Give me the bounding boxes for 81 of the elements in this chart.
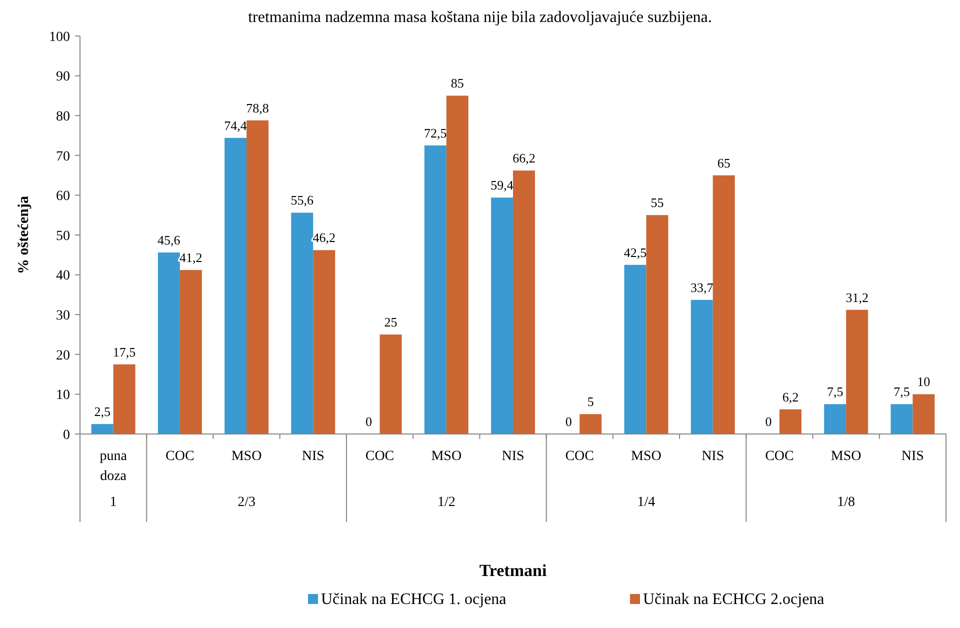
data-label: 7,5 xyxy=(894,384,910,400)
bar xyxy=(824,404,846,434)
data-label: 7,5 xyxy=(826,384,844,400)
bar xyxy=(491,198,513,434)
data-label: 42,5 xyxy=(624,244,647,260)
bar xyxy=(380,334,402,434)
bar xyxy=(313,250,336,434)
data-label: 17,5 xyxy=(112,344,136,360)
y-tick-label: 20 xyxy=(56,348,70,364)
data-label: 66,2 xyxy=(512,150,536,166)
x-tick-label: NIS xyxy=(502,449,524,464)
data-label: 0 xyxy=(366,414,372,429)
bar xyxy=(890,404,913,434)
x-tick-label: COC xyxy=(765,449,794,464)
y-tick-label: 0 xyxy=(63,428,70,443)
data-label: 31,2 xyxy=(846,290,868,305)
y-tick-label: 90 xyxy=(56,70,70,85)
y-tick-label: 80 xyxy=(56,110,70,124)
bar xyxy=(91,424,114,434)
data-label: 0 xyxy=(565,414,572,429)
data-label: 25 xyxy=(384,314,398,330)
bar xyxy=(224,138,247,434)
text: 1/2 xyxy=(437,495,456,510)
y-tick-label: 100 xyxy=(49,30,70,45)
x-tick-label: MSO xyxy=(431,449,462,464)
y-tick-label: 10 xyxy=(56,388,70,404)
text: 2/3 xyxy=(238,495,256,510)
bar xyxy=(624,264,646,434)
data-label: 78,8 xyxy=(246,100,269,116)
bar xyxy=(846,310,868,434)
data-label: 46,2 xyxy=(312,230,336,246)
data-label: 55,6 xyxy=(290,192,314,208)
bar xyxy=(158,252,180,434)
x-tick-label: MSO xyxy=(830,449,862,464)
text: tretmanima nadzemna masa koštana nije bila zadovoljavajuće suzbijena. xyxy=(248,9,712,26)
x-axis-title: Tretmani xyxy=(479,561,547,580)
data-label: 85 xyxy=(450,76,464,91)
bar xyxy=(690,300,713,434)
y-tick-label: 30 xyxy=(56,308,70,324)
bar xyxy=(646,215,668,434)
x-tick-label: COC xyxy=(166,449,194,464)
bar xyxy=(912,394,935,434)
data-label: 10 xyxy=(917,374,930,390)
bar xyxy=(291,212,314,434)
bar xyxy=(246,120,269,434)
x-tick-label: COC xyxy=(365,449,394,464)
y-tick-label: 40 xyxy=(56,268,70,284)
bar xyxy=(779,409,802,434)
bar xyxy=(580,414,602,434)
data-label: 2,5 xyxy=(94,404,110,420)
y-tick-label: 50 xyxy=(56,228,70,244)
x-tick-label: MSO xyxy=(631,449,662,464)
legend-label: Učinak na ECHCG 2.ocjena xyxy=(643,591,824,608)
bar xyxy=(513,170,535,434)
data-label: 0 xyxy=(765,414,772,429)
y-tick-label: 70 xyxy=(56,149,70,164)
text: 1 xyxy=(110,495,117,510)
data-label: 33,7 xyxy=(690,280,714,295)
data-label: 5 xyxy=(587,394,594,410)
data-label: 59,4 xyxy=(490,178,514,193)
data-label: 72,5 xyxy=(424,125,447,140)
text: 1/4 xyxy=(637,495,656,510)
data-label: 65 xyxy=(717,155,730,170)
y-axis-title: % oštećenja xyxy=(16,196,32,274)
x-tick-label: NIS xyxy=(901,449,924,464)
text: 1/8 xyxy=(837,495,856,510)
x-tick-label: COC xyxy=(565,449,594,464)
x-tick-label: puna doza xyxy=(100,449,128,484)
legend-label: Učinak na ECHCG 1. ocjena xyxy=(321,591,506,608)
x-tick-label: MSO xyxy=(231,449,262,464)
bar xyxy=(180,270,202,434)
bar xyxy=(424,145,446,434)
bar xyxy=(113,364,136,434)
bar xyxy=(712,175,735,434)
data-label: 6,2 xyxy=(782,389,799,404)
y-tick-label: 60 xyxy=(56,189,70,204)
x-tick-label: NIS xyxy=(702,449,724,464)
data-label: 55 xyxy=(650,195,664,210)
bar xyxy=(446,96,468,434)
x-tick-label: NIS xyxy=(302,449,324,464)
data-label: 45,6 xyxy=(158,232,181,248)
